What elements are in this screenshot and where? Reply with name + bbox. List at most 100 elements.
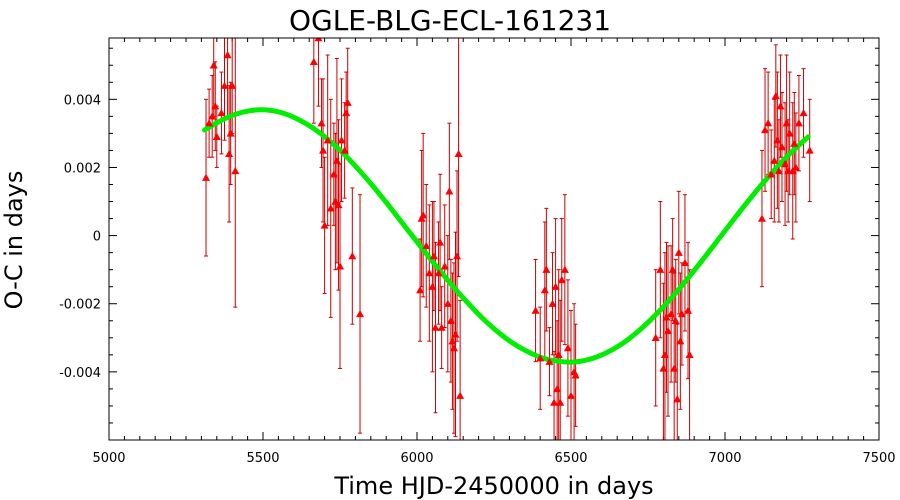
x-tick-label: 6500 xyxy=(554,451,587,466)
x-tick-label: 5500 xyxy=(246,451,279,466)
data-point xyxy=(323,136,332,144)
data-points xyxy=(202,38,814,406)
data-point xyxy=(667,309,676,318)
data-point xyxy=(419,211,428,219)
x-tick-label: 6000 xyxy=(400,451,433,466)
data-point xyxy=(767,170,776,178)
data-point xyxy=(674,248,683,256)
data-point xyxy=(205,119,214,127)
data-point xyxy=(428,282,437,290)
data-point xyxy=(757,214,766,222)
chart-title: OGLE-BLG-ECL-161231 xyxy=(289,4,611,37)
plot-area xyxy=(201,38,814,440)
data-point xyxy=(560,265,569,273)
data-point xyxy=(212,132,221,140)
data-point xyxy=(220,81,229,89)
data-point xyxy=(451,330,460,338)
data-point xyxy=(443,299,452,307)
data-point xyxy=(454,149,463,158)
data-point xyxy=(449,344,458,352)
data-point xyxy=(799,108,808,117)
data-point xyxy=(771,91,780,100)
data-point xyxy=(790,139,799,147)
data-point xyxy=(429,252,438,260)
data-point xyxy=(781,160,790,168)
y-tick-label: 0.002 xyxy=(64,161,101,176)
data-point xyxy=(445,187,454,195)
data-point xyxy=(761,125,770,134)
data-point xyxy=(208,112,217,120)
data-point xyxy=(317,119,326,127)
data-point xyxy=(320,221,329,229)
data-point xyxy=(422,241,431,250)
model-curve xyxy=(201,107,811,365)
y-tick-label: 0.004 xyxy=(64,93,101,108)
data-point xyxy=(448,337,457,345)
data-point xyxy=(531,306,540,314)
data-point xyxy=(416,286,425,294)
data-point xyxy=(794,119,803,127)
data-point xyxy=(764,119,773,127)
data-point xyxy=(548,299,557,307)
data-point xyxy=(336,262,344,270)
data-point xyxy=(805,146,814,154)
data-point xyxy=(434,269,443,277)
data-point xyxy=(334,200,343,209)
x-tick-label: 7500 xyxy=(862,451,895,466)
data-point xyxy=(545,357,554,365)
data-point xyxy=(676,337,685,345)
data-point xyxy=(776,102,785,110)
data-point xyxy=(436,238,445,246)
y-tick-label: -0.004 xyxy=(59,366,101,381)
data-point xyxy=(685,350,694,359)
data-point xyxy=(785,129,794,137)
data-point xyxy=(337,136,346,144)
y-tick-label: -0.002 xyxy=(59,298,101,313)
data-point xyxy=(567,391,575,399)
data-point xyxy=(660,350,669,359)
data-point xyxy=(348,252,357,260)
data-point xyxy=(329,170,338,178)
data-point xyxy=(431,323,440,331)
data-point xyxy=(791,163,800,171)
data-point xyxy=(209,61,218,69)
data-point xyxy=(782,119,791,127)
data-point xyxy=(326,204,335,212)
data-point xyxy=(453,252,462,260)
data-point xyxy=(671,316,680,324)
data-point xyxy=(774,166,783,175)
data-point xyxy=(670,364,679,372)
data-point xyxy=(228,81,237,89)
data-point xyxy=(680,258,689,267)
data-point xyxy=(659,364,668,372)
data-point xyxy=(332,156,341,164)
x-tick-label: 7000 xyxy=(708,451,741,466)
data-point xyxy=(554,350,563,359)
data-point xyxy=(440,262,449,270)
data-point xyxy=(770,156,779,164)
x-axis-ticks: 5000 5500 6000 6500 7000 7500 xyxy=(92,38,896,466)
data-point xyxy=(550,398,559,406)
data-point xyxy=(551,282,560,290)
data-point xyxy=(425,269,434,277)
data-point xyxy=(223,51,232,59)
error-bars xyxy=(204,38,812,440)
data-point xyxy=(542,265,551,273)
data-point xyxy=(226,129,235,137)
data-point xyxy=(437,323,446,331)
y-tick-label: 0 xyxy=(93,230,101,245)
y-axis-label: O-C in days xyxy=(0,171,28,310)
data-point xyxy=(356,309,365,318)
data-point xyxy=(211,102,220,110)
data-point xyxy=(656,265,665,273)
data-point xyxy=(557,275,566,284)
y-axis-ticks: -0.004 -0.002 0 0.002 0.004 xyxy=(59,47,879,441)
data-point xyxy=(553,384,562,393)
data-point xyxy=(677,309,686,318)
data-point xyxy=(540,286,549,294)
data-point xyxy=(343,98,352,106)
data-point xyxy=(456,391,465,399)
x-tick-label: 5000 xyxy=(92,451,125,466)
data-point xyxy=(777,143,786,151)
